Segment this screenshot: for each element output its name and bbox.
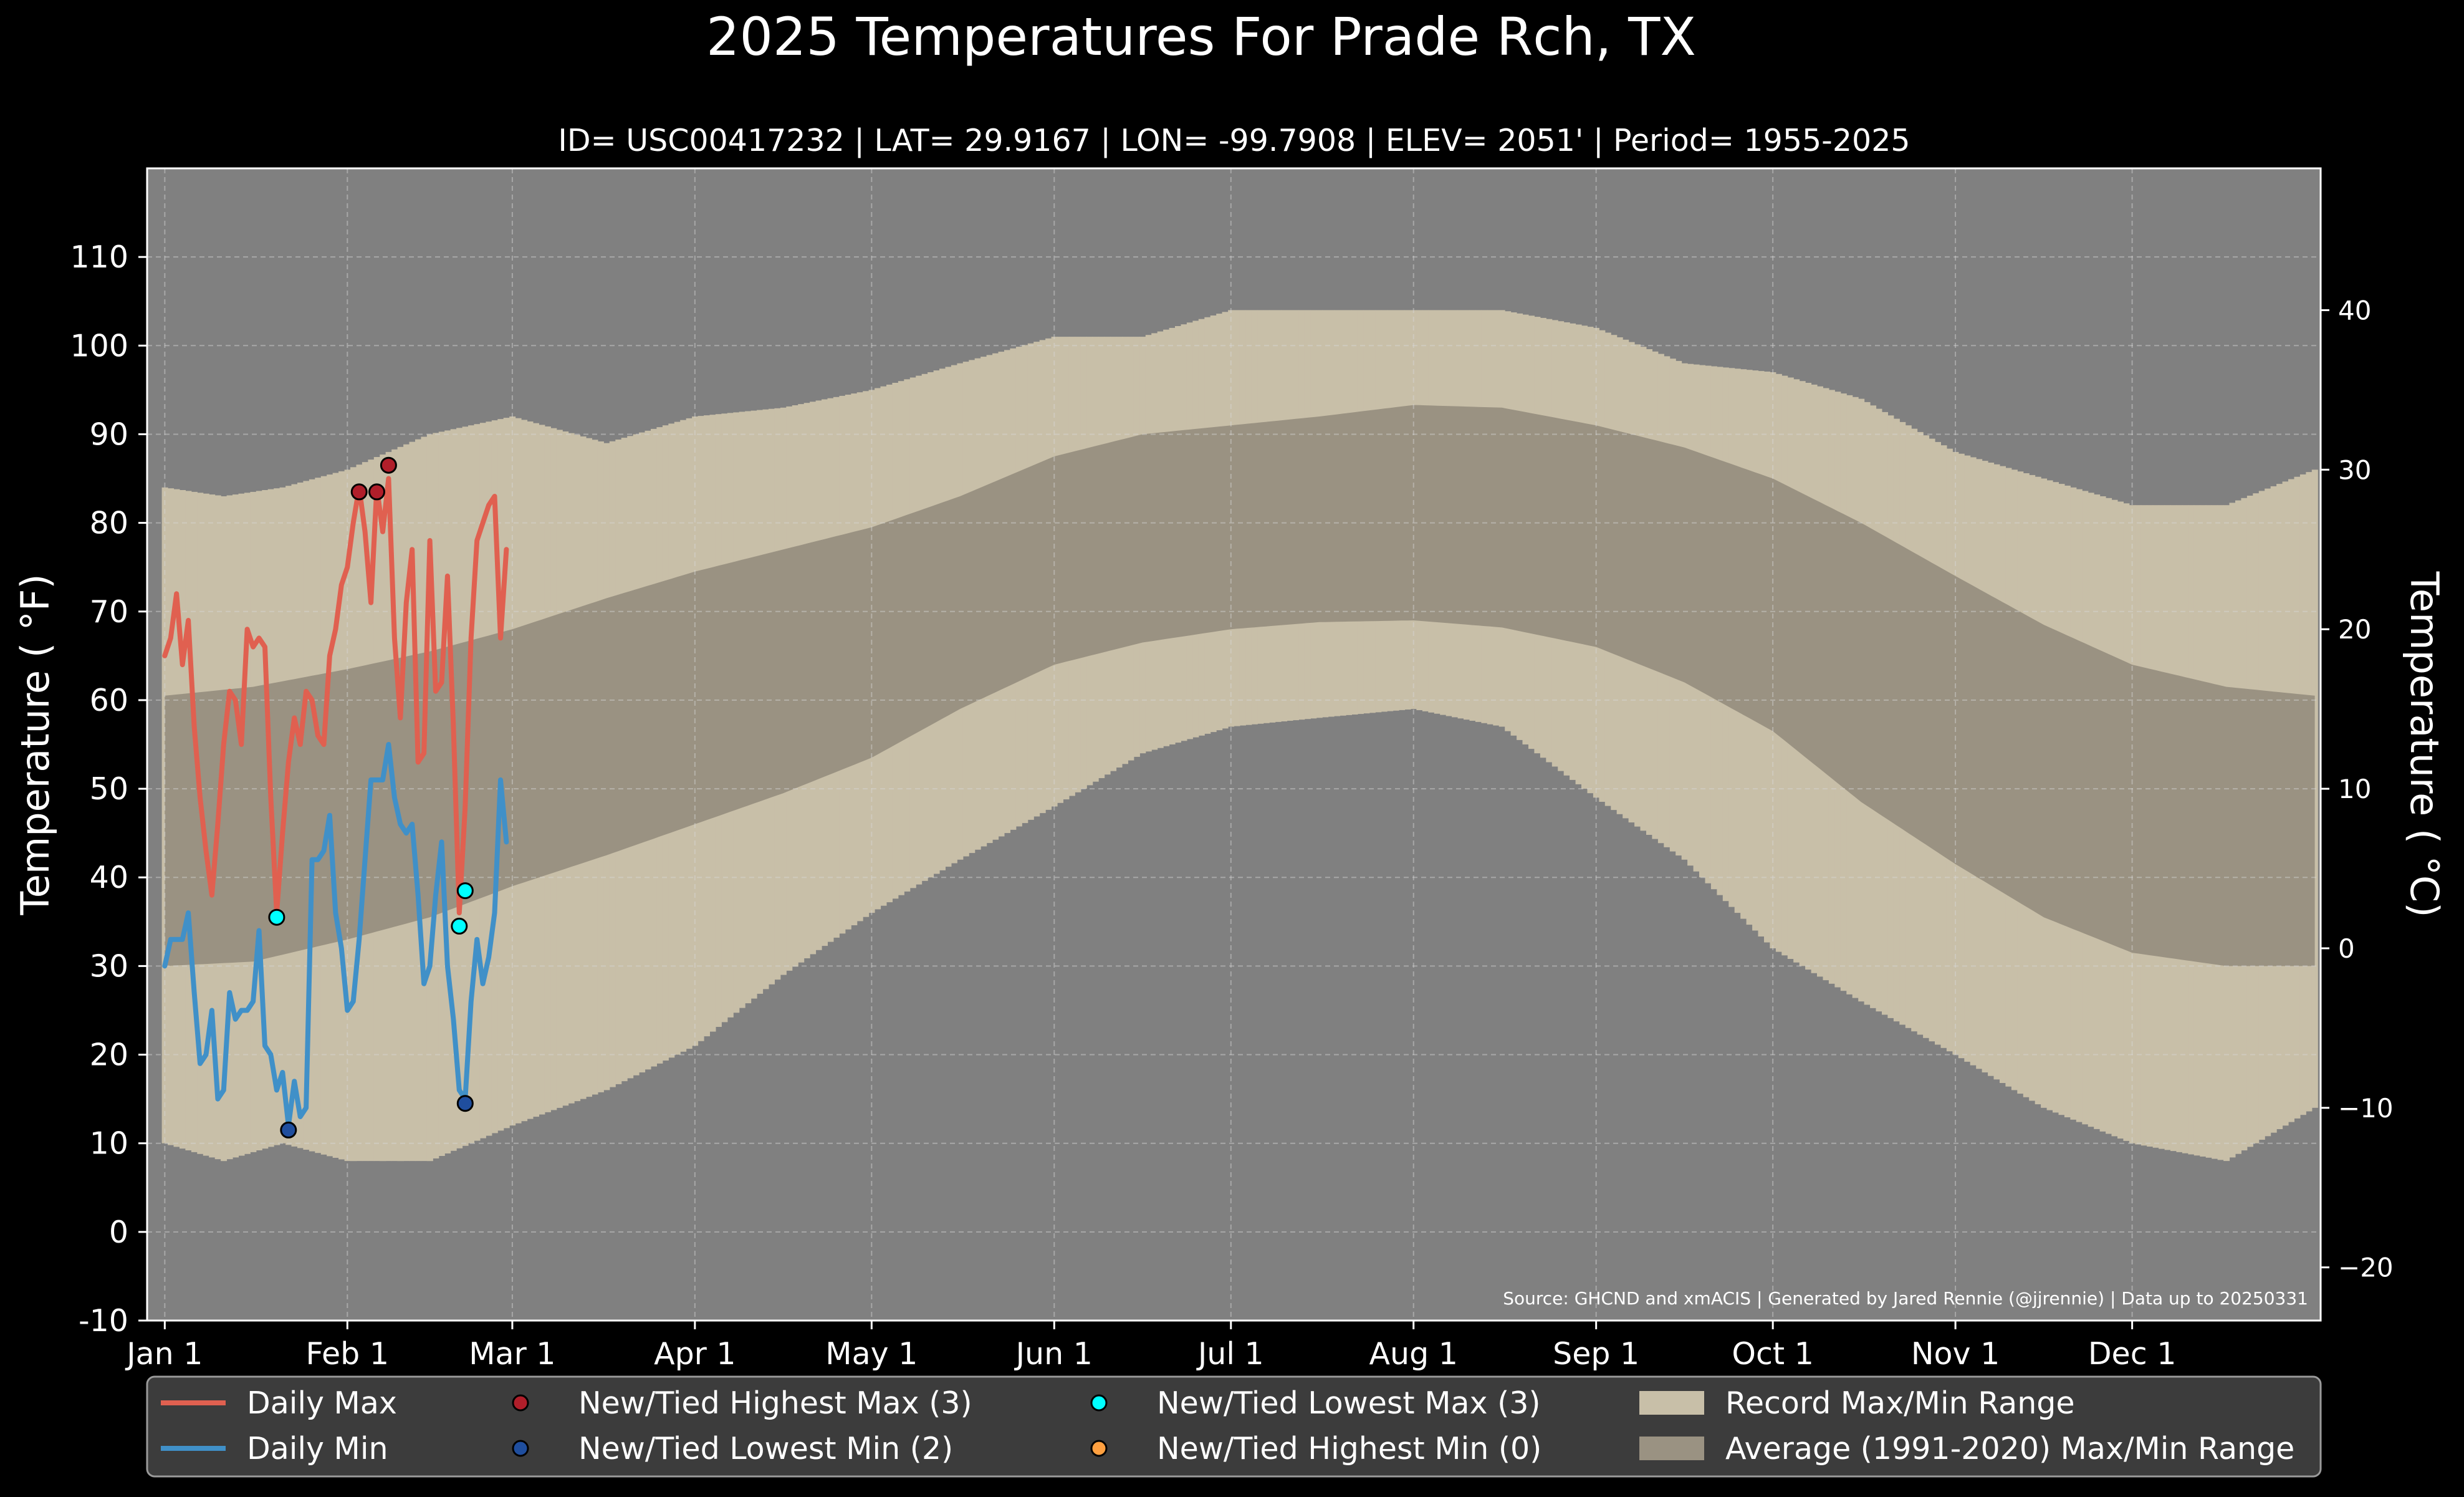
x-tick-label: Nov 1 <box>1911 1336 2000 1372</box>
y-tick-label: 10 <box>90 1126 128 1162</box>
x-tick-label: Jul 1 <box>1196 1336 1264 1372</box>
y-tick-label: 20 <box>90 1037 128 1073</box>
legend-swatch-dot <box>1090 1394 1108 1412</box>
y-tick-label-right: 30 <box>2338 455 2371 485</box>
grid-lines <box>147 168 2321 1321</box>
legend-label: New/Tied Lowest Min (2) <box>578 1431 953 1466</box>
legend-swatch-patch <box>1639 1391 1704 1415</box>
y-tick-label: 80 <box>90 506 128 541</box>
legend-label: Daily Min <box>247 1431 388 1466</box>
record-point <box>268 908 285 926</box>
series-line-daily-max <box>162 476 509 916</box>
y-tick-label-right: 40 <box>2338 295 2371 325</box>
y-tick-label: 50 <box>90 771 128 807</box>
y-tick-label-right: 0 <box>2338 933 2355 964</box>
x-tick-label: Sep 1 <box>1553 1336 1639 1372</box>
record-point <box>350 483 368 501</box>
x-tick-label: Feb 1 <box>306 1336 390 1372</box>
y-tick-label: 40 <box>90 860 128 895</box>
series-line-daily-min <box>162 742 509 1129</box>
y-axis-left: -10 0 10 20 30 40 50 60 70 80 90 100 110 <box>70 239 147 1339</box>
record-point <box>368 483 385 501</box>
legend-swatch-dot <box>1090 1440 1108 1457</box>
record-point <box>280 1121 297 1138</box>
plot-frame <box>146 167 2322 1322</box>
legend-label: New/Tied Highest Min (0) <box>1157 1431 1541 1466</box>
y-tick-label-right: 20 <box>2338 614 2371 645</box>
source-note: Source: GHCND and xmACIS | Generated by … <box>1503 1288 2308 1309</box>
x-tick-label: Apr 1 <box>654 1336 736 1372</box>
y-tick-label: 90 <box>90 416 128 452</box>
record-point <box>456 1095 474 1112</box>
record-point <box>380 456 397 474</box>
y-tick-label: -10 <box>79 1303 128 1339</box>
legend-swatch-dot <box>512 1394 529 1412</box>
chart-subtitle: ID= USC00417232 | LAT= 29.9167 | LON= -9… <box>558 123 1910 158</box>
y-tick-label: 110 <box>70 239 128 275</box>
record-point <box>456 882 474 900</box>
legend-label: Daily Max <box>247 1385 397 1421</box>
y-tick-label: 0 <box>109 1215 128 1250</box>
plot-area: Source: GHCND and xmACIS | Generated by … <box>146 167 2322 1322</box>
y-tick-label-right: −20 <box>2338 1253 2394 1283</box>
record-point <box>451 917 468 935</box>
legend: Daily Max Daily Min New/Tied Highest Max (… <box>146 1375 2322 1478</box>
x-axis: Jan 1 Feb 1 Mar 1 Apr 1 May 1 Jun 1 Jul 1 Aug 1… <box>125 1321 2176 1372</box>
y-axis-label-right: Temperature ( °C) <box>2402 571 2447 918</box>
legend-label: Record Max/Min Range <box>1725 1385 2075 1421</box>
record-range-bar <box>2311 469 2318 1108</box>
record-points <box>268 456 474 1138</box>
y-axis-right: −20 −10 0 10 20 30 40 <box>2321 295 2394 1283</box>
x-tick-label: Jan 1 <box>125 1336 203 1372</box>
x-tick-label: Aug 1 <box>1369 1336 1458 1372</box>
x-tick-label: Oct 1 <box>1732 1336 1813 1372</box>
x-tick-label: Jun 1 <box>1014 1336 1093 1372</box>
y-axis-label-left: Temperature ( °F) <box>12 574 58 915</box>
legend-swatch-patch <box>1639 1437 1704 1460</box>
legend-label: New/Tied Lowest Max (3) <box>1157 1385 1541 1421</box>
y-tick-label: 60 <box>90 683 128 718</box>
chart-title: 2025 Temperatures For Prade Rch, TX <box>706 6 1696 67</box>
x-tick-label: Mar 1 <box>469 1336 555 1372</box>
legend-label: New/Tied Highest Max (3) <box>578 1385 972 1421</box>
y-tick-label-right: −10 <box>2338 1093 2394 1124</box>
y-tick-label: 70 <box>90 594 128 630</box>
legend-swatch-dot <box>512 1440 529 1457</box>
y-tick-label: 30 <box>90 948 128 984</box>
legend-label: Average (1991-2020) Max/Min Range <box>1725 1431 2294 1466</box>
legend-box <box>146 1375 2322 1478</box>
y-tick-label-right: 10 <box>2338 774 2371 804</box>
x-tick-label: Dec 1 <box>2088 1336 2177 1372</box>
x-tick-label: May 1 <box>825 1336 918 1372</box>
y-tick-label: 100 <box>70 328 128 363</box>
normal-range-band <box>165 405 2315 966</box>
